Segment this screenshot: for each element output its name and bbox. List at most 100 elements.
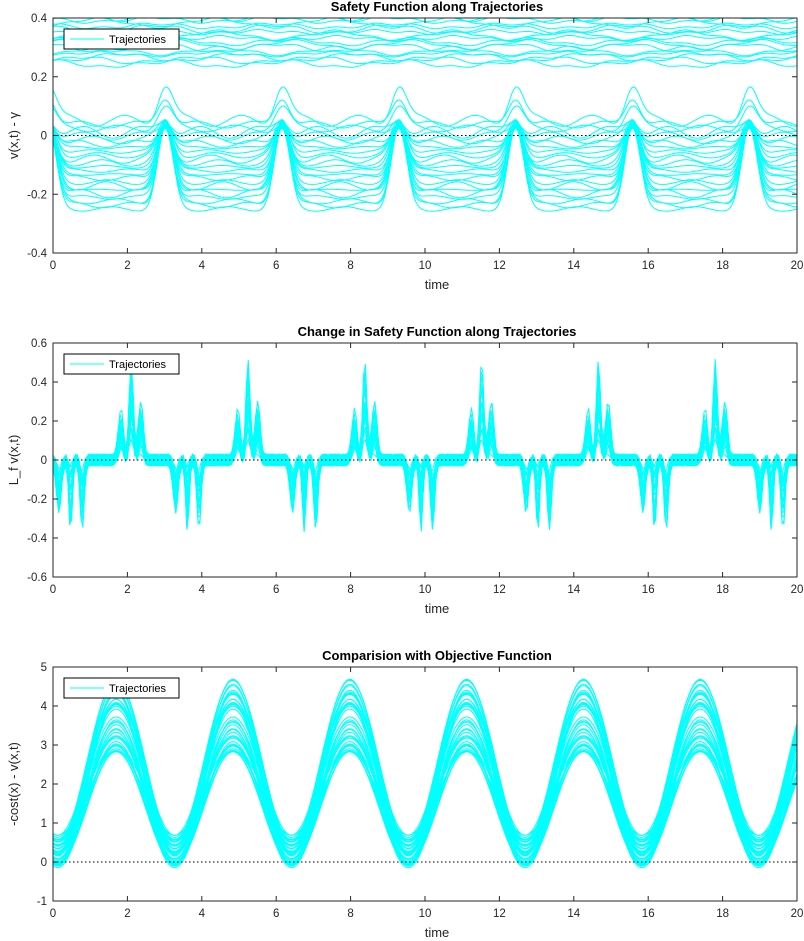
chart-title: Comparision with Objective Function [322,648,552,663]
x-tick-label: 18 [716,908,729,920]
x-tick-label: 6 [273,260,279,272]
series-group [53,678,797,869]
chart-title: Safety Function along Trajectories [331,0,543,14]
y-tick-label: 2 [41,779,47,791]
trajectory-line [53,125,797,173]
trajectory-line [53,720,797,855]
x-tick-label: 2 [124,260,130,272]
legend-box [63,353,180,375]
x-tick-label: 10 [419,584,432,596]
x-tick-label: 16 [642,260,655,272]
trajectory-line [53,125,797,209]
trajectory-line [53,745,797,863]
trajectory-line [53,370,797,515]
trajectory-line [53,124,797,150]
trajectory-line [53,705,797,836]
y-tick-label: 5 [41,662,47,674]
y-tick-label: -0.2 [27,189,47,201]
trajectory-line [53,118,797,159]
x-tick-label: 2 [124,908,130,920]
x-tick-label: 10 [419,908,432,920]
chart-panel-1: 0 2 4 6 8 10 12 14 16 18 20 -0.4 -0.2 0 0.2 0.4 Safety F… [6,0,803,292]
y-tick-label: 3 [41,740,47,752]
legend: Trajectories [63,353,180,375]
x-tick-label: 14 [567,584,580,596]
trajectory-line [53,751,797,860]
legend-label: Trajectories [109,34,167,46]
y-tick-label: 0 [41,857,47,869]
trajectory-line [53,121,797,139]
trajectory-line [53,50,797,58]
x-tick-label: 0 [50,584,56,596]
x-axis-label: time [425,925,450,940]
legend-label: Trajectories [109,683,167,695]
x-axis-label: time [425,277,450,292]
x-tick-label: 18 [716,260,729,272]
x-tick-label: 4 [199,584,206,596]
x-tick-label: 4 [199,260,206,272]
y-tick-label: 0.2 [31,416,47,428]
trajectory-line [53,24,797,34]
x-tick-label: 8 [347,584,353,596]
y-tick-label: 4 [41,701,48,713]
x-tick-label: 16 [642,908,655,920]
trajectory-line [53,120,797,145]
x-axis-label: time [425,601,450,616]
trajectory-line [53,120,797,191]
y-tick-label: 0.4 [31,377,48,389]
x-tick-label: 16 [642,584,655,596]
x-tick-label: 14 [567,908,580,920]
trajectory-line [53,751,797,864]
chart-title: Change in Safety Function along Trajecto… [298,324,577,339]
trajectory-line [53,385,797,506]
trajectory-line [53,729,797,856]
trajectory-line [53,125,797,182]
y-tick-label: -1 [37,896,47,908]
legend: Trajectories [63,28,180,50]
x-tick-label: 12 [493,908,506,920]
legend-box [63,28,180,50]
trajectory-line [53,45,797,57]
y-axis-label: v(x,t) - γ [6,112,21,159]
y-tick-label: 0 [41,455,47,467]
y-tick-label: -0.4 [27,533,47,545]
x-tick-label: 0 [50,908,56,920]
x-tick-label: 14 [567,260,580,272]
y-tick-label: 0.6 [31,338,47,350]
y-tick-label: -0.6 [27,572,47,584]
x-tick-label: 18 [716,584,729,596]
x-tick-label: 6 [273,584,279,596]
y-tick-label: 1 [41,818,47,830]
y-tick-label: 0.2 [31,72,47,84]
trajectory-line [53,86,797,127]
x-tick-label: 20 [791,260,804,272]
plot-area [53,667,797,901]
chart-panel-2: 0 2 4 6 8 10 12 14 16 18 20 -0.6 -0.4 -0.2 0 0.2 0.4 0.6 C… [6,324,803,616]
legend-label: Trajectories [109,359,167,371]
x-tick-label: 12 [493,584,506,596]
y-axis-label: L_f v(x,t) [6,435,21,486]
x-tick-label: 20 [791,584,804,596]
x-tick-label: 8 [347,908,353,920]
y-axis-label: -cost(x) - v(x,t) [6,742,21,826]
y-tick-label: 0 [41,131,47,143]
trajectory-line [53,99,797,129]
x-tick-label: 20 [791,908,804,920]
y-tick-label: -0.4 [27,248,47,260]
x-tick-label: 6 [273,908,279,920]
x-tick-label: 0 [50,260,56,272]
trajectory-line [53,123,797,154]
trajectory-line [53,735,797,843]
trajectory-line [53,126,797,200]
x-tick-label: 10 [419,260,432,272]
x-tick-label: 12 [493,260,506,272]
trajectory-line [53,691,797,847]
trajectory-line [53,53,797,62]
x-tick-label: 4 [199,908,206,920]
trajectory-line [53,124,797,164]
x-tick-label: 8 [347,260,353,272]
y-tick-label: -0.2 [27,494,47,506]
legend: Trajectories [63,677,180,699]
